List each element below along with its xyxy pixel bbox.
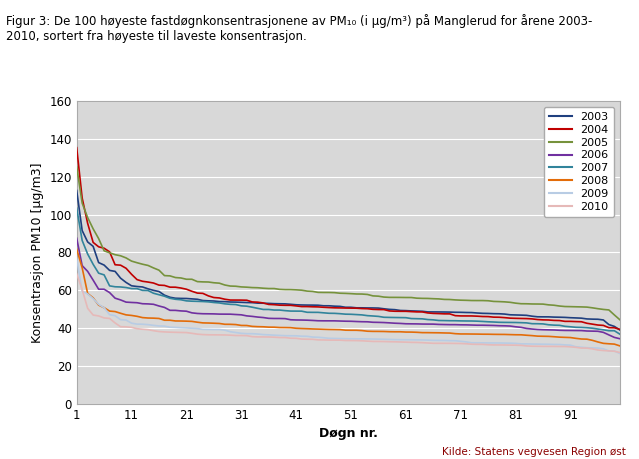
- Y-axis label: Konsentrasjon PM10 [μg/m3]: Konsentrasjon PM10 [μg/m3]: [31, 162, 44, 343]
- Legend: 2003, 2004, 2005, 2006, 2007, 2008, 2009, 2010: 2003, 2004, 2005, 2006, 2007, 2008, 2009…: [544, 106, 614, 217]
- X-axis label: Døgn nr.: Døgn nr.: [319, 427, 378, 440]
- Text: Figur 3: De 100 høyeste fastdøgnkonsentrasjonene av PM₁₀ (i μg/m³) på Manglerud : Figur 3: De 100 høyeste fastdøgnkonsentr…: [6, 14, 593, 43]
- Text: Kilde: Statens vegvesen Region øst: Kilde: Statens vegvesen Region øst: [442, 447, 626, 457]
